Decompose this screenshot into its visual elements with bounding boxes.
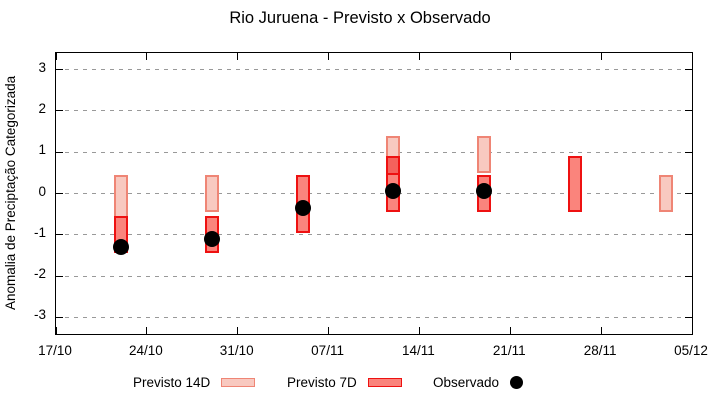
x-tick-mark <box>418 327 420 334</box>
x-tick-mark <box>328 53 330 60</box>
x-tick-mark <box>146 327 148 334</box>
y-gridline <box>56 316 692 318</box>
y-tick-mark <box>685 69 692 71</box>
y-tick-label: 2 <box>38 100 46 116</box>
y-tick-mark <box>56 316 63 318</box>
y-tick-mark <box>56 151 63 153</box>
y-tick-mark <box>56 110 63 112</box>
legend-item-previsto-7d: Previsto 7D <box>287 372 402 392</box>
y-gridline <box>56 234 692 236</box>
y-tick-label: -3 <box>33 307 46 323</box>
x-tick-mark <box>600 327 602 334</box>
y-gridline <box>56 69 692 71</box>
x-tick-label: 24/10 <box>128 343 163 358</box>
x-tick-mark <box>509 53 511 60</box>
y-gridline <box>56 151 692 153</box>
previsto-14d-bar <box>204 174 219 213</box>
y-tick-mark <box>56 275 63 277</box>
x-tick-mark <box>328 327 330 334</box>
previsto-14d-bar <box>477 135 492 173</box>
y-tick-mark <box>56 69 63 71</box>
y-tick-mark <box>685 151 692 153</box>
x-tick-label: 14/11 <box>402 343 435 358</box>
y-tick-label: 1 <box>38 142 46 158</box>
legend: Previsto 14D Previsto 7D Observado <box>0 372 720 394</box>
previsto-7d-bar <box>568 156 583 213</box>
observado-dot <box>203 230 220 247</box>
observado-dot <box>476 183 493 200</box>
x-tick-mark <box>55 327 57 334</box>
observado-dot-icon <box>510 375 524 389</box>
y-tick-label: -2 <box>33 266 46 282</box>
x-tick-mark <box>600 53 602 60</box>
chart-title: Rio Juruena - Previsto x Observado <box>229 9 491 27</box>
legend-label-previsto-7d: Previsto 7D <box>287 374 357 390</box>
x-tick-label: 21/11 <box>492 343 526 358</box>
x-tick-label: 31/10 <box>219 343 254 358</box>
observado-dot <box>112 239 129 256</box>
x-tick-mark <box>691 53 693 60</box>
legend-item-previsto-14d: Previsto 14D <box>133 372 256 392</box>
y-tick-mark <box>56 234 63 236</box>
y-gridline <box>56 110 692 112</box>
x-tick-mark <box>237 53 239 60</box>
y-tick-mark <box>685 275 692 277</box>
y-tick-mark <box>685 316 692 318</box>
previsto-7d-swatch-icon <box>367 377 402 387</box>
previsto-7d-bar-dark <box>386 156 401 175</box>
x-tick-mark <box>55 53 57 60</box>
y-tick-mark <box>685 193 692 194</box>
y-tick-label: -1 <box>33 224 46 240</box>
y-tick-mark <box>56 193 63 194</box>
x-tick-label: 05/12 <box>674 343 708 358</box>
x-tick-label: 07/11 <box>311 343 344 358</box>
y-tick-label: 3 <box>38 59 46 75</box>
x-tick-mark <box>146 53 148 60</box>
x-tick-label: 28/11 <box>583 343 617 358</box>
x-tick-mark <box>237 327 239 334</box>
y-tick-mark <box>685 234 692 236</box>
plot-area <box>55 52 693 335</box>
x-tick-mark <box>509 327 511 334</box>
x-tick-mark <box>418 53 420 60</box>
x-tick-mark <box>691 327 693 334</box>
x-tick-label: 17/10 <box>38 343 72 358</box>
observado-dot <box>294 199 311 216</box>
previsto-14d-bar <box>659 174 674 213</box>
legend-item-observado: Observado <box>433 372 524 392</box>
y-tick-mark <box>685 110 692 112</box>
y-tick-label: 0 <box>38 183 46 199</box>
observado-dot <box>385 183 402 200</box>
y-gridline <box>56 193 692 194</box>
y-gridline <box>56 275 692 277</box>
legend-label-observado: Observado <box>433 374 500 390</box>
previsto-14d-swatch-icon <box>221 377 256 387</box>
legend-label-previsto-14d: Previsto 14D <box>133 374 211 390</box>
